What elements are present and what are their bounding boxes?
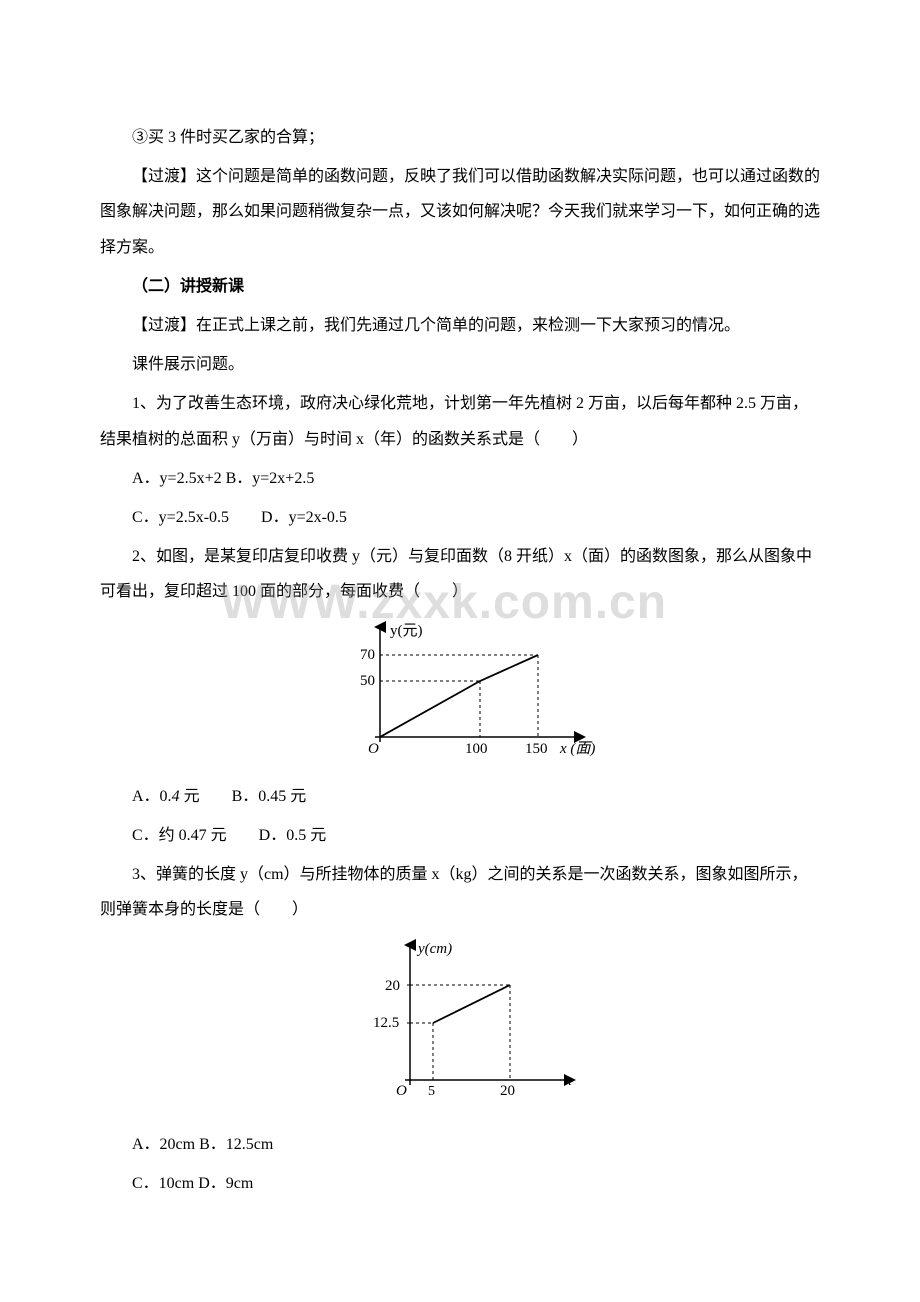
- question-3-options-ab: A．20cm B．12.5cm: [100, 1127, 820, 1162]
- question-1: 1、为了改善生态环境，政府决心绿化荒地，计划第一年先植树 2 万亩，以后每年都种…: [100, 386, 820, 456]
- chart-1-svg: 70 50 100 150 O y(元) x (面): [310, 617, 610, 757]
- option-a-text: A．0.: [132, 788, 172, 805]
- xtick-150: 150: [525, 741, 548, 757]
- origin-label: O: [368, 741, 379, 757]
- origin-label: O: [396, 1083, 407, 1099]
- question-3: 3、弹簧的长度 y（cm）与所挂物体的质量 x（kg）之间的关系是一次函数关系，…: [100, 857, 820, 927]
- paragraph: 课件展示问题。: [100, 347, 820, 382]
- ytick-12-5: 12.5: [373, 1015, 399, 1031]
- question-2-options-cd: C．约 0.47 元 D．0.5 元: [100, 818, 820, 853]
- question-1-options-cd: C．y=2.5x-0.5 D．y=2x-0.5: [100, 500, 820, 535]
- xtick-20: 20: [500, 1083, 515, 1099]
- paragraph: ③买 3 件时买乙家的合算；: [100, 120, 820, 155]
- chart-1-wrap: 70 50 100 150 O y(元) x (面): [100, 617, 820, 770]
- y-axis-label: y(元): [390, 623, 423, 639]
- question-2: 2、如图，是某复印店复印收费 y（元）与复印面数（8 开纸）x（面）的函数图象，…: [100, 539, 820, 609]
- option-rest: 元 B．0.45 元: [180, 788, 307, 805]
- section-heading: （二）讲授新课: [100, 269, 820, 304]
- chart-2-svg: 20 12.5 5 20 O y(cm) x: [330, 935, 590, 1105]
- ytick-70: 70: [360, 647, 375, 663]
- question-1-options-ab: A．y=2.5x+2 B．y=2x+2.5: [100, 461, 820, 496]
- y-axis-label: y(cm): [416, 941, 452, 957]
- xtick-5: 5: [428, 1084, 435, 1099]
- chart-2-wrap: 20 12.5 5 20 O y(cm) x: [100, 935, 820, 1118]
- question-3-options-cd: C．10cm D．9cm: [100, 1166, 820, 1201]
- ytick-20: 20: [385, 978, 400, 994]
- ytick-50: 50: [360, 673, 375, 689]
- italic-digit: 4: [172, 788, 180, 805]
- data-line: [380, 655, 538, 737]
- xtick-100: 100: [465, 741, 488, 757]
- data-line: [433, 985, 510, 1023]
- x-axis-label: x: [564, 1073, 572, 1089]
- paragraph: 【过渡】这个问题是简单的函数问题，反映了我们可以借助函数解决实际问题，也可以通过…: [100, 159, 820, 265]
- paragraph: 【过渡】在正式上课之前，我们先通过几个简单的问题，来检测一下大家预习的情况。: [100, 308, 820, 343]
- question-2-options-ab: A．0.4 元 B．0.45 元: [100, 779, 820, 814]
- x-axis-label: x (面): [559, 741, 595, 757]
